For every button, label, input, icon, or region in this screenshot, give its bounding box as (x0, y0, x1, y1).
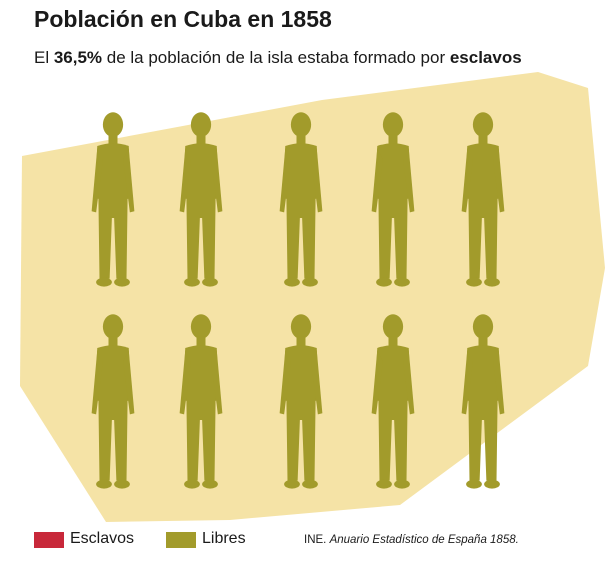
source-note: INE. Anuario Estadístico de España 1858. (304, 534, 519, 546)
subtitle-percentage: 36,5% (53, 48, 103, 67)
chart-subtitle: El 36,5% de la población de la isla esta… (34, 48, 522, 68)
source-org: INE. (304, 534, 327, 546)
subtitle-highlight: esclavos (449, 48, 522, 67)
background-shape (20, 72, 605, 522)
subtitle-middle: de la población de la isla estaba formad… (102, 48, 450, 67)
source-publication: Anuario Estadístico de España 1858. (329, 534, 519, 546)
legend-label-free: Libres (202, 530, 246, 547)
legend-swatch-slaves (34, 532, 64, 548)
subtitle-pre: El (34, 48, 54, 67)
legend-label-slaves: Esclavos (70, 530, 135, 547)
chart-title: Población en Cuba en 1858 (34, 6, 332, 32)
legend-swatch-free (166, 532, 196, 548)
